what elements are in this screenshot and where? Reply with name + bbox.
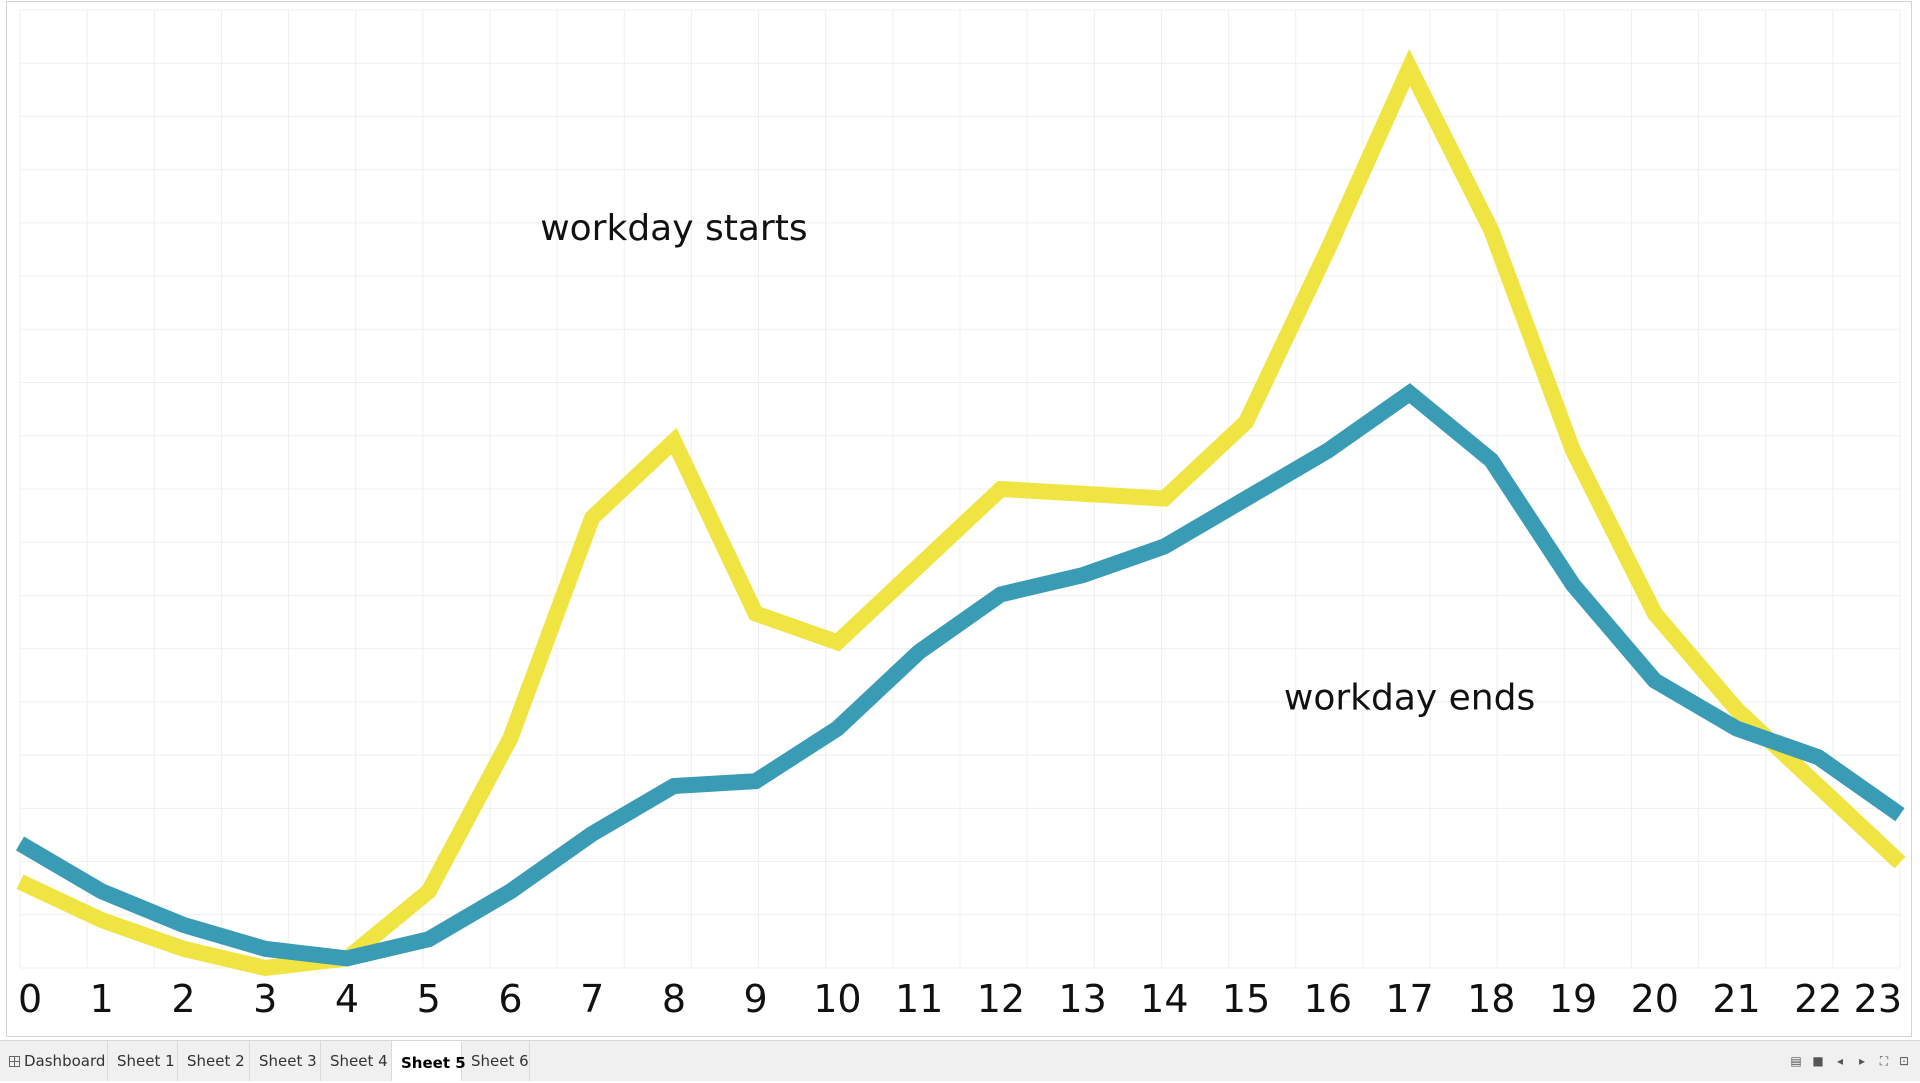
x-tick-label: 23 (1854, 977, 1902, 1021)
x-tick-label: 13 (1058, 977, 1106, 1021)
x-tick-label: 21 (1712, 977, 1760, 1021)
x-tick-label: 15 (1222, 977, 1270, 1021)
x-tick-label: 20 (1631, 977, 1679, 1021)
tab-dashboard[interactable]: Dashboard (0, 1041, 108, 1081)
tab-label: Sheet 2 (187, 1052, 245, 1070)
x-tick-label: 1 (90, 977, 114, 1021)
x-tick-label: 19 (1549, 977, 1597, 1021)
tab-sheet-5[interactable]: Sheet 5 (392, 1041, 466, 1081)
x-tick-label: 14 (1140, 977, 1188, 1021)
x-tick-label: 17 (1385, 977, 1433, 1021)
tab-label: Sheet 1 (117, 1052, 175, 1070)
x-tick-label: 12 (977, 977, 1025, 1021)
tab-sheet-2[interactable]: Sheet 2 (178, 1041, 250, 1081)
x-tick-label: 10 (813, 977, 861, 1021)
tab-sheet-3[interactable]: Sheet 3 (250, 1041, 321, 1081)
tab-sheet-1[interactable]: Sheet 1 (108, 1041, 178, 1081)
presentation-icon[interactable]: ⊡ (1898, 1054, 1910, 1068)
x-tick-label: 3 (253, 977, 277, 1021)
tab-label: Sheet 4 (330, 1052, 388, 1070)
tab-label: Sheet 5 (401, 1054, 466, 1072)
tab-sheet-6[interactable]: Sheet 6 (462, 1041, 530, 1081)
x-tick-label: 8 (662, 977, 686, 1021)
x-tick-label: 16 (1304, 977, 1352, 1021)
tab-label: Sheet 6 (471, 1052, 529, 1070)
x-tick-label: 5 (417, 977, 441, 1021)
filmstrip-icon[interactable]: ■ (1812, 1054, 1824, 1068)
x-tick-label: 6 (498, 977, 522, 1021)
dashboard-icon (9, 1056, 20, 1067)
x-tick-label: 2 (171, 977, 195, 1021)
previous-icon[interactable]: ◂ (1836, 1054, 1844, 1068)
x-tick-label: 11 (895, 977, 943, 1021)
x-tick-label: 22 (1794, 977, 1842, 1021)
tab-sheet-4[interactable]: Sheet 4 (321, 1041, 392, 1081)
tab-label: Dashboard (24, 1052, 106, 1070)
sheet-tab-bar: Dashboard Sheet 1 Sheet 2 Sheet 3 Sheet 4 She… (0, 1040, 1920, 1081)
series-lines (15, 48, 1906, 977)
tab-label: Sheet 3 (259, 1052, 317, 1070)
x-tick-label: 9 (744, 977, 768, 1021)
fit-screen-icon[interactable]: ⛶ (1879, 1053, 1889, 1068)
annotations: workday starts workday ends (540, 208, 1535, 718)
series-line-2 (15, 383, 1905, 967)
next-icon[interactable]: ▸ (1858, 1054, 1866, 1068)
x-tick-label: 0 (18, 977, 42, 1021)
chart-frame: workday starts workday ends 0 1 2 3 4 5 6 7 8 9 10 1… (6, 1, 1912, 1037)
annotation-text: workday starts (540, 208, 807, 249)
gridlines (19, 9, 1901, 969)
x-tick-label: 18 (1467, 977, 1515, 1021)
x-tick-label: 7 (580, 977, 604, 1021)
show-sheets-icon[interactable]: ▤ (1790, 1054, 1802, 1068)
x-tick-label: 4 (335, 977, 359, 1021)
annotation-text: workday ends (1284, 677, 1535, 718)
x-axis-ticks: 0 1 2 3 4 5 6 7 8 9 10 11 12 13 14 15 16 17 18 19 20 21 22 23 (18, 977, 1902, 1021)
